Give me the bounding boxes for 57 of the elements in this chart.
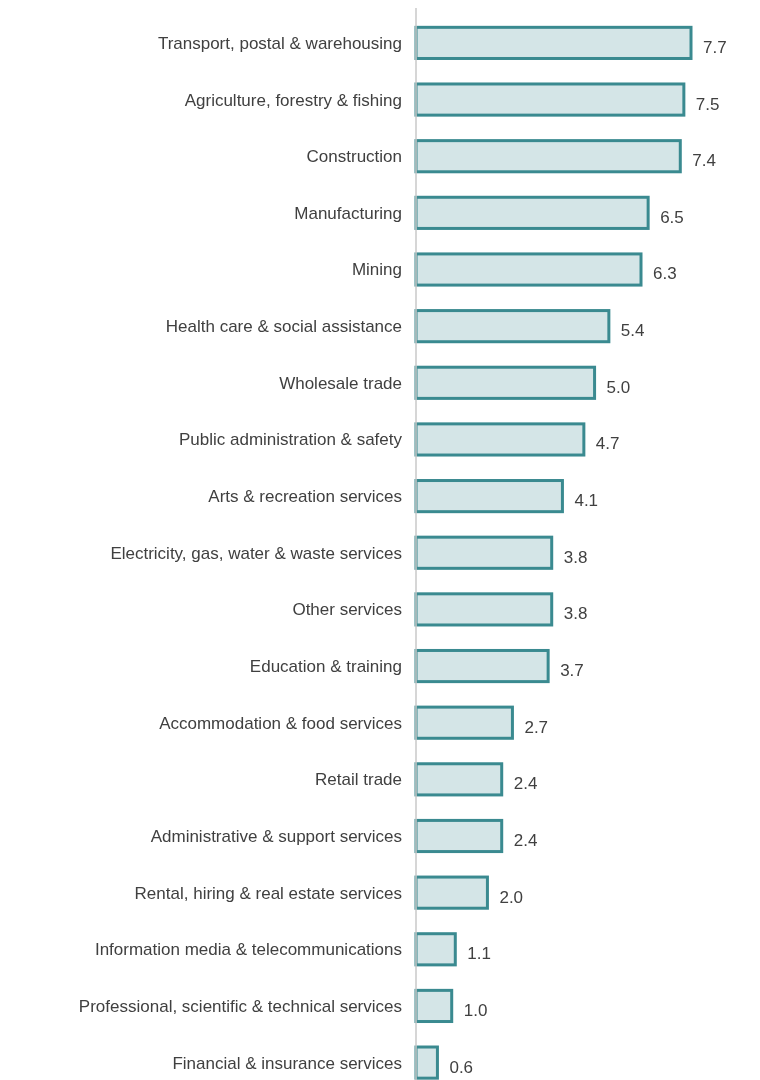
data-label: 6.5: [660, 207, 684, 227]
y-tick-label: Accommodation & food services: [159, 713, 402, 733]
y-tick-label: Construction: [306, 147, 402, 167]
data-label: 2.0: [499, 887, 524, 907]
bar: [414, 195, 650, 230]
y-tick-label: Transport, postal & warehousing: [157, 33, 402, 53]
data-label: 5.4: [620, 321, 645, 341]
bar: [414, 309, 611, 344]
bar: [414, 479, 564, 514]
y-tick-label: Financial & insurance services: [172, 1053, 402, 1073]
y-tick-label: Rental, hiring & real estate services: [134, 883, 402, 903]
y-tick-label: Other services: [292, 600, 402, 620]
bar: [414, 875, 489, 910]
y-tick-label: Electricity, gas, water & waste services: [110, 543, 402, 563]
data-label: 7.5: [695, 94, 720, 114]
y-tick-label: Retail trade: [315, 770, 402, 790]
bar: [414, 365, 597, 400]
bar: [414, 705, 514, 740]
bar: [414, 592, 554, 627]
bar: [414, 252, 643, 287]
y-tick-label: Administrative & support services: [150, 826, 402, 846]
data-label: 2.4: [513, 830, 538, 850]
bar: [414, 139, 682, 174]
y-tick-label: Information media & telecommunications: [94, 940, 402, 960]
bar: [414, 818, 504, 854]
data-label: 4.7: [595, 434, 620, 454]
bar: [414, 648, 550, 684]
bar: [414, 422, 586, 457]
y-tick-label: Education & training: [249, 657, 402, 676]
y-tick-label: Arts & recreation services: [208, 487, 402, 507]
data-label: 5.0: [606, 377, 631, 397]
data-label: 3.7: [560, 661, 584, 680]
data-label: 4.1: [574, 491, 599, 511]
y-tick-label: Wholesale trade: [279, 373, 402, 393]
y-tick-label: Public administration & safety: [179, 430, 403, 450]
bar: [414, 82, 686, 117]
data-label: 1.1: [467, 944, 491, 964]
bar: [414, 535, 554, 570]
data-label: 7.4: [692, 151, 716, 171]
y-tick-label: Health care & social assistance: [165, 317, 402, 337]
data-label: 7.7: [703, 37, 727, 57]
bar: [414, 25, 693, 60]
data-label: 1.0: [463, 1000, 488, 1020]
data-label: 0.6: [449, 1057, 474, 1077]
y-tick-label: Professional, scientific & technical services: [78, 996, 402, 1016]
data-label: 3.8: [563, 604, 588, 624]
y-tick-label: Agriculture, forestry & fishing: [184, 90, 402, 110]
data-label: 6.3: [653, 264, 677, 284]
data-label: 2.4: [513, 774, 538, 794]
bar: [414, 988, 454, 1024]
data-label: 3.8: [563, 547, 588, 567]
y-tick-label: Mining: [351, 260, 402, 280]
bar: [414, 1045, 439, 1080]
bar: [414, 762, 504, 797]
data-label: 2.7: [524, 717, 549, 737]
y-tick-label: Manufacturing: [294, 203, 402, 223]
bar: [414, 932, 457, 967]
